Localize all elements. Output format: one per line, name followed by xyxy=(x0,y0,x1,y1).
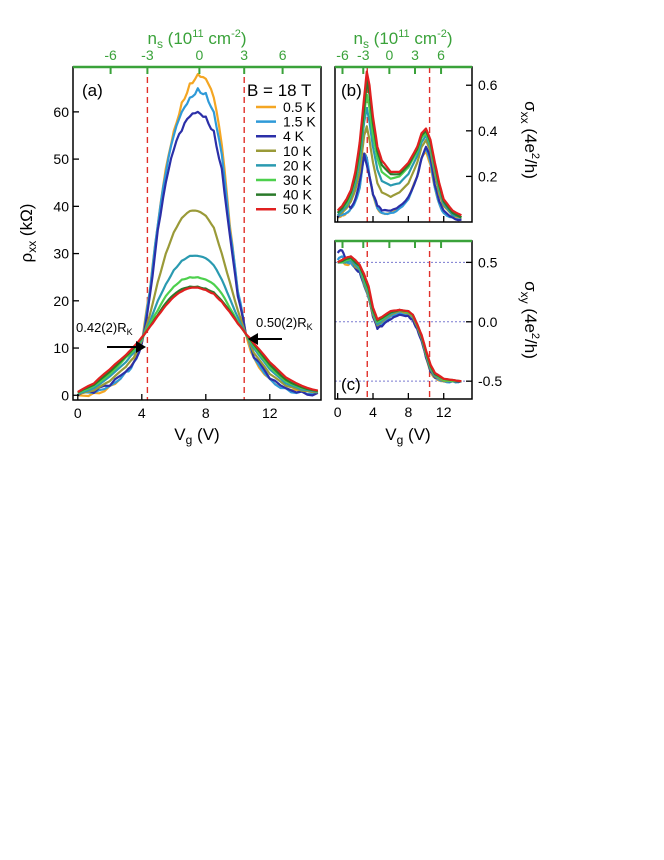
a-xtick-label-12: 12 xyxy=(262,405,278,421)
a-toptick-label-3: 3 xyxy=(240,47,248,63)
b-y-axis-label: σxx (4e2/h) xyxy=(518,101,541,179)
b-y-ticks: 0.2 0.4 0.6 xyxy=(466,77,498,184)
b-toptick-label-1: -3 xyxy=(357,47,370,63)
a-toptick-label-2: 0 xyxy=(196,47,204,63)
c-series-05K xyxy=(337,258,462,384)
a-field-title: B = 18 T xyxy=(247,81,311,100)
c-ytick-label-0: -0.5 xyxy=(478,373,502,389)
a-ytick-label-4: 40 xyxy=(53,198,69,214)
c-series-10K xyxy=(337,258,462,383)
c-xtick-label-12: 12 xyxy=(436,404,452,420)
legend-label-40K: 40 K xyxy=(283,187,312,203)
panel-a: 0 4 8 12 0 10 20 30 40 50 60 -6 -3 0 3 6 ns (1011 cm-… xyxy=(17,28,322,447)
legend-label-20K: 20 K xyxy=(283,157,312,173)
a-x-axis-label: Vg (V) xyxy=(174,425,219,447)
a-xtick-label-0: 0 xyxy=(74,405,82,421)
a-series xyxy=(77,73,319,398)
a-ytick-label-3: 30 xyxy=(53,246,69,262)
a-ytick-label-5: 50 xyxy=(53,151,69,167)
c-ytick-label-2: 0.5 xyxy=(478,254,498,270)
b-ytick-label-1: 0.4 xyxy=(478,123,498,139)
c-series-40K xyxy=(337,256,462,383)
b-toptick-label-0: -6 xyxy=(336,47,349,63)
a-toptick-label-0: -6 xyxy=(104,47,117,63)
b-series-4K xyxy=(336,145,462,222)
legend-label-15K: 1.5 K xyxy=(283,114,316,130)
a-panel-label: (a) xyxy=(82,81,103,100)
a-vlines xyxy=(146,67,245,400)
c-panel-label: (c) xyxy=(341,375,361,394)
a-top-ticks: -6 -3 0 3 6 xyxy=(104,47,287,74)
legend-label-30K: 30 K xyxy=(283,172,312,188)
c-xtick-label-8: 8 xyxy=(404,404,412,420)
a-toptick-label-1: -3 xyxy=(141,47,154,63)
c-y-ticks: -0.5 0.0 0.5 xyxy=(466,254,502,389)
a-ytick-label-6: 60 xyxy=(53,104,69,120)
a-annotation-left: 0.42(2)RK xyxy=(76,320,133,337)
c-hlines xyxy=(335,261,472,382)
c-xtick-label-4: 4 xyxy=(369,404,377,420)
a-top-axis-label: ns (1011 cm-2) xyxy=(147,28,246,51)
c-ytick-label-1: 0.0 xyxy=(478,314,498,330)
b-toptick-label-3: 3 xyxy=(411,47,419,63)
a-arrow-left xyxy=(107,341,146,353)
b-top-ticks: -6 -3 0 3 6 xyxy=(336,47,445,74)
c-series-20K xyxy=(337,258,462,383)
a-ytick-label-1: 10 xyxy=(53,340,69,356)
b-vlines xyxy=(366,67,431,222)
panel-b: 0.2 0.4 0.6 -6 -3 0 3 6 ns (1011 cm-2) σxx (4e… xyxy=(334,28,541,223)
c-series-50K xyxy=(337,255,462,383)
a-series-50K xyxy=(77,286,319,393)
c-xtick-label-0: 0 xyxy=(334,404,342,420)
b-ytick-label-0: 0.2 xyxy=(478,168,498,184)
a-x-ticks: 0 4 8 12 xyxy=(74,394,278,421)
legend-label-50K: 50 K xyxy=(283,201,312,217)
a-xtick-label-8: 8 xyxy=(202,405,210,421)
a-ytick-label-0: 0 xyxy=(61,387,69,403)
c-x-axis-label: Vg (V) xyxy=(385,425,430,447)
b-series xyxy=(336,70,462,222)
c-x-ticks: 0 4 8 12 xyxy=(334,393,452,420)
legend-label-4K: 4 K xyxy=(283,128,305,144)
b-toptick-label-2: 0 xyxy=(385,47,393,63)
a-arrow-right xyxy=(248,333,282,345)
b-x-ticks xyxy=(337,216,445,222)
b-panel-label: (b) xyxy=(341,81,362,100)
c-series xyxy=(336,249,462,384)
b-toptick-label-4: 6 xyxy=(437,47,445,63)
c-vlines xyxy=(366,241,431,399)
a-series-4K xyxy=(77,110,319,397)
a-ytick-label-2: 20 xyxy=(53,293,69,309)
c-series-30K xyxy=(337,257,462,383)
a-legend: 0.5 K1.5 K4 K10 K20 K30 K40 K50 K xyxy=(256,99,316,217)
a-annotation-right: 0.50(2)RK xyxy=(256,315,313,332)
a-y-ticks: 0 10 20 30 40 50 60 xyxy=(53,104,79,403)
a-toptick-label-4: 6 xyxy=(279,47,287,63)
c-series-15K xyxy=(336,255,462,384)
c-top-ticks xyxy=(341,241,443,248)
panel-c: 0 4 8 12 -0.5 0.0 0.5 Vg (V) σxy (4e2/h) (c) xyxy=(334,239,541,447)
a-series-10K xyxy=(77,209,318,395)
a-xtick-label-4: 4 xyxy=(138,405,146,421)
c-series-4K xyxy=(336,249,462,384)
a-y-axis-label: ρxx (kΩ) xyxy=(17,204,39,263)
legend-label-10K: 10 K xyxy=(283,143,312,159)
b-top-axis-label: ns (1011 cm-2) xyxy=(353,28,452,51)
b-ytick-label-2: 0.6 xyxy=(478,77,498,93)
a-series-20K xyxy=(77,254,319,395)
c-y-axis-label: σxy (4e2/h) xyxy=(518,281,541,359)
a-series-15K xyxy=(77,87,318,397)
legend-label-05K: 0.5 K xyxy=(283,99,316,115)
b-series-50K xyxy=(336,70,462,217)
